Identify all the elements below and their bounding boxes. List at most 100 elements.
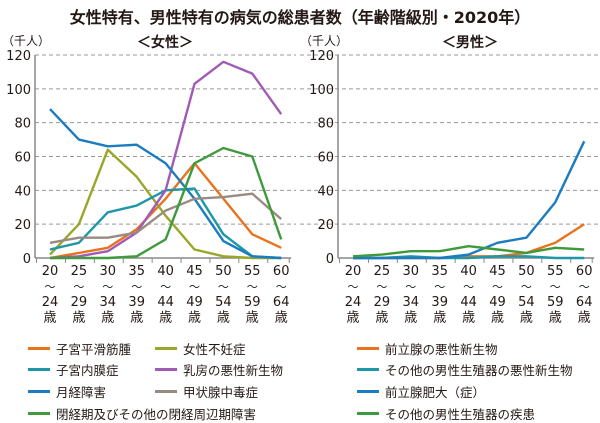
legend-item: 子宮平滑筋腫 — [28, 339, 131, 358]
y-tick-label: 40 — [14, 184, 31, 199]
x-tick-label: 歳 — [578, 311, 591, 326]
x-tick-label: ～ — [521, 281, 532, 294]
series-line — [49, 148, 282, 260]
x-tick-label: 29 — [71, 295, 88, 310]
x-tick-label: ～ — [247, 281, 258, 294]
legend-swatch — [357, 390, 379, 393]
y-tick-label: 100 — [6, 83, 31, 98]
legend-item: その他の男性生殖器の疾患 — [357, 404, 535, 423]
legend-label: 子宮内膜症 — [56, 363, 119, 378]
x-tick-label: 45 — [489, 264, 506, 279]
x-tick-label: 歳 — [346, 311, 359, 326]
x-tick-label: ～ — [160, 281, 171, 294]
legend-item: 前立腺肥大（症） — [357, 382, 485, 401]
series-line — [49, 60, 283, 260]
legend-item: 子宮内膜症 — [28, 360, 119, 379]
x-tick-label: 49 — [489, 295, 506, 310]
x-tick-label: ～ — [463, 281, 474, 294]
legend-item: 月経障害 — [28, 382, 106, 401]
y-axis-unit: （千人） — [300, 34, 348, 48]
x-tick-label: 35 — [128, 264, 145, 279]
x-tick-label: 歳 — [275, 311, 288, 326]
x-tick-label: 歳 — [217, 311, 230, 326]
x-tick-label: 25 — [71, 264, 88, 279]
legend-item: 乳房の悪性新生物 — [155, 360, 283, 379]
x-tick-label: 24 — [42, 295, 59, 310]
x-tick-label: 50 — [215, 264, 232, 279]
series-line — [49, 162, 282, 260]
x-tick-label: 歳 — [462, 311, 475, 326]
legend-label: 前立腺肥大（症） — [385, 385, 486, 400]
x-tick-label: 歳 — [375, 311, 388, 326]
x-tick-label: 44 — [157, 295, 174, 310]
x-tick-label: ～ — [492, 281, 503, 294]
y-tick-label: 80 — [317, 117, 334, 132]
x-tick-label: 59 — [244, 295, 261, 310]
legend-item: 閉経期及びその他の閉経周辺期障害 — [28, 404, 256, 423]
x-tick-label: ～ — [405, 281, 416, 294]
y-tick-label: 20 — [317, 218, 334, 233]
x-tick-label: 34 — [100, 295, 117, 310]
x-tick-label: 40 — [157, 264, 174, 279]
x-tick-label: 34 — [403, 295, 420, 310]
x-tick-label: 30 — [100, 264, 117, 279]
x-tick-label: ～ — [73, 281, 84, 294]
y-tick-label: 0 — [23, 252, 31, 267]
x-tick-label: 39 — [431, 295, 448, 310]
x-tick-label: 35 — [431, 264, 448, 279]
legend-item: 甲状腺中毒症 — [155, 382, 258, 401]
legend-label: 閉経期及びその他の閉経周辺期障害 — [56, 407, 257, 422]
series-line — [353, 140, 586, 260]
legend-label: 女性不妊症 — [183, 342, 246, 357]
x-tick-label: 24 — [345, 295, 362, 310]
x-tick-label: 歳 — [549, 311, 562, 326]
legend-swatch — [155, 347, 177, 350]
x-tick-label: 54 — [215, 295, 232, 310]
x-tick-label: 歳 — [188, 311, 201, 326]
x-tick-label: 歳 — [491, 311, 504, 326]
x-tick-label: 54 — [518, 295, 535, 310]
x-tick-label: 歳 — [246, 311, 259, 326]
x-tick-label: 45 — [186, 264, 203, 279]
series-line — [352, 244, 585, 258]
y-tick-label: 80 — [14, 117, 31, 132]
series-line — [50, 146, 283, 260]
x-tick-label: 64 — [576, 295, 593, 310]
series-line — [49, 192, 282, 244]
legend-label: 子宮平滑筋腫 — [56, 342, 132, 357]
panel-title: ＜男性＞ — [442, 34, 498, 51]
x-tick-label: 59 — [547, 295, 564, 310]
x-tick-label: ～ — [102, 281, 113, 294]
y-tick-label: 120 — [309, 49, 334, 64]
x-tick-label: 歳 — [520, 311, 533, 326]
x-tick-label: 歳 — [159, 311, 172, 326]
x-tick-label: ～ — [376, 281, 387, 294]
legend-label: 甲状腺中毒症 — [183, 385, 259, 400]
x-tick-label: 25 — [374, 264, 391, 279]
y-tick-label: 60 — [14, 151, 31, 166]
x-tick-label: 49 — [186, 295, 203, 310]
x-tick-label: 歳 — [433, 311, 446, 326]
x-tick-label: 29 — [374, 295, 391, 310]
legend-swatch — [357, 412, 379, 415]
legend-swatch — [28, 368, 50, 371]
y-axis-unit: （千人） — [2, 34, 50, 48]
x-tick-label: 歳 — [43, 311, 56, 326]
x-tick-label: 50 — [518, 264, 535, 279]
x-tick-label: 39 — [128, 295, 145, 310]
x-tick-label: 歳 — [404, 311, 417, 326]
x-tick-label: ～ — [276, 281, 287, 294]
x-tick-label: ～ — [348, 281, 359, 294]
legend-swatch — [155, 390, 177, 393]
x-tick-label: 歳 — [130, 311, 143, 326]
x-tick-label: 44 — [460, 295, 477, 310]
x-tick-label: 60 — [273, 264, 290, 279]
y-tick-label: 20 — [14, 218, 31, 233]
legend-item: 女性不妊症 — [155, 339, 246, 358]
legend-swatch — [28, 412, 50, 415]
x-tick-label: ～ — [131, 281, 142, 294]
x-tick-label: ～ — [189, 281, 200, 294]
y-tick-label: 40 — [317, 184, 334, 199]
x-tick-label: ～ — [550, 281, 561, 294]
